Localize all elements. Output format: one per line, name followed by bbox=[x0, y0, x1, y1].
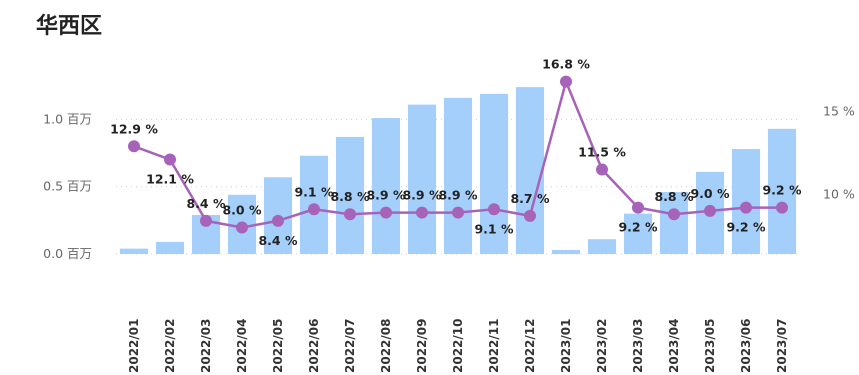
x-tick-label: 2023/01 bbox=[559, 319, 573, 373]
line-point bbox=[380, 206, 392, 219]
line-point bbox=[308, 203, 320, 216]
x-tick-label: 2022/04 bbox=[235, 319, 249, 373]
data-label: 12.9 % bbox=[110, 121, 158, 136]
line-point bbox=[776, 201, 788, 214]
line-point bbox=[452, 206, 464, 219]
y-right-tick-label: 15 % bbox=[823, 103, 855, 118]
line-point bbox=[416, 206, 428, 219]
line-point bbox=[200, 214, 212, 227]
bar bbox=[587, 239, 617, 254]
line-point bbox=[704, 204, 716, 217]
bar bbox=[119, 248, 149, 254]
line-point bbox=[128, 140, 140, 153]
x-tick-label: 2023/07 bbox=[775, 319, 789, 373]
x-tick-label: 2022/10 bbox=[451, 319, 465, 373]
data-label: 16.8 % bbox=[542, 57, 590, 72]
data-label: 8.4 % bbox=[186, 196, 225, 211]
x-tick-label: 2022/11 bbox=[487, 319, 501, 373]
line-point bbox=[560, 75, 572, 88]
x-tick-label: 2022/05 bbox=[271, 319, 285, 373]
bar bbox=[479, 93, 509, 254]
data-label: 8.8 % bbox=[330, 189, 369, 204]
x-tick-label: 2022/09 bbox=[415, 319, 429, 373]
chart-title: 华西区 bbox=[36, 14, 103, 39]
x-tick-label: 2022/08 bbox=[379, 319, 393, 373]
line-point bbox=[272, 214, 284, 227]
bar bbox=[335, 136, 365, 254]
x-tick-label: 2023/02 bbox=[595, 319, 609, 373]
bar bbox=[443, 97, 473, 254]
data-label: 8.8 % bbox=[654, 189, 693, 204]
line-point bbox=[668, 208, 680, 221]
data-label: 9.2 % bbox=[762, 183, 801, 198]
y-left-tick-label: 1.0 百万 bbox=[43, 111, 92, 126]
line-point bbox=[488, 203, 500, 216]
line-point bbox=[524, 209, 536, 222]
bar bbox=[551, 249, 581, 254]
data-label: 8.7 % bbox=[510, 191, 549, 206]
y-left-tick-label: 0.0 百万 bbox=[43, 246, 92, 261]
line-point bbox=[740, 201, 752, 214]
data-label: 11.5 % bbox=[578, 144, 626, 159]
line-point bbox=[236, 221, 248, 234]
x-tick-label: 2022/02 bbox=[163, 319, 177, 373]
data-label: 8.4 % bbox=[258, 233, 297, 248]
x-tick-label: 2022/06 bbox=[307, 319, 321, 373]
data-label: 9.2 % bbox=[618, 220, 657, 235]
data-label: 8.0 % bbox=[222, 202, 261, 217]
bar bbox=[767, 128, 797, 254]
data-label: 8.9 % bbox=[366, 188, 405, 203]
bar bbox=[659, 192, 689, 254]
x-tick-label: 2023/04 bbox=[667, 319, 681, 373]
y-left-tick-label: 0.5 百万 bbox=[43, 179, 92, 194]
data-label: 9.1 % bbox=[474, 221, 513, 236]
bar bbox=[731, 149, 761, 254]
x-tick-label: 2022/01 bbox=[127, 319, 141, 373]
bar bbox=[155, 241, 185, 254]
x-tick-label: 2023/03 bbox=[631, 319, 645, 373]
x-tick-label: 2023/05 bbox=[703, 319, 717, 373]
bar bbox=[623, 213, 653, 254]
line-point bbox=[596, 163, 608, 176]
x-tick-label: 2022/07 bbox=[343, 319, 357, 373]
x-tick-label: 2022/12 bbox=[523, 319, 537, 373]
data-label: 9.0 % bbox=[690, 186, 729, 201]
line-point bbox=[632, 201, 644, 214]
data-label: 9.2 % bbox=[726, 220, 765, 235]
data-label: 8.9 % bbox=[438, 188, 477, 203]
bar bbox=[515, 87, 545, 254]
x-tick-label: 2022/03 bbox=[199, 319, 213, 373]
line-point bbox=[344, 208, 356, 221]
bar bbox=[407, 104, 437, 254]
data-label: 8.9 % bbox=[402, 188, 441, 203]
bar bbox=[371, 118, 401, 254]
data-label: 12.1 % bbox=[146, 172, 194, 187]
line-point bbox=[164, 153, 176, 166]
y-right-tick-label: 10 % bbox=[823, 186, 855, 201]
x-tick-label: 2023/06 bbox=[739, 319, 753, 373]
data-label: 9.1 % bbox=[294, 184, 333, 199]
